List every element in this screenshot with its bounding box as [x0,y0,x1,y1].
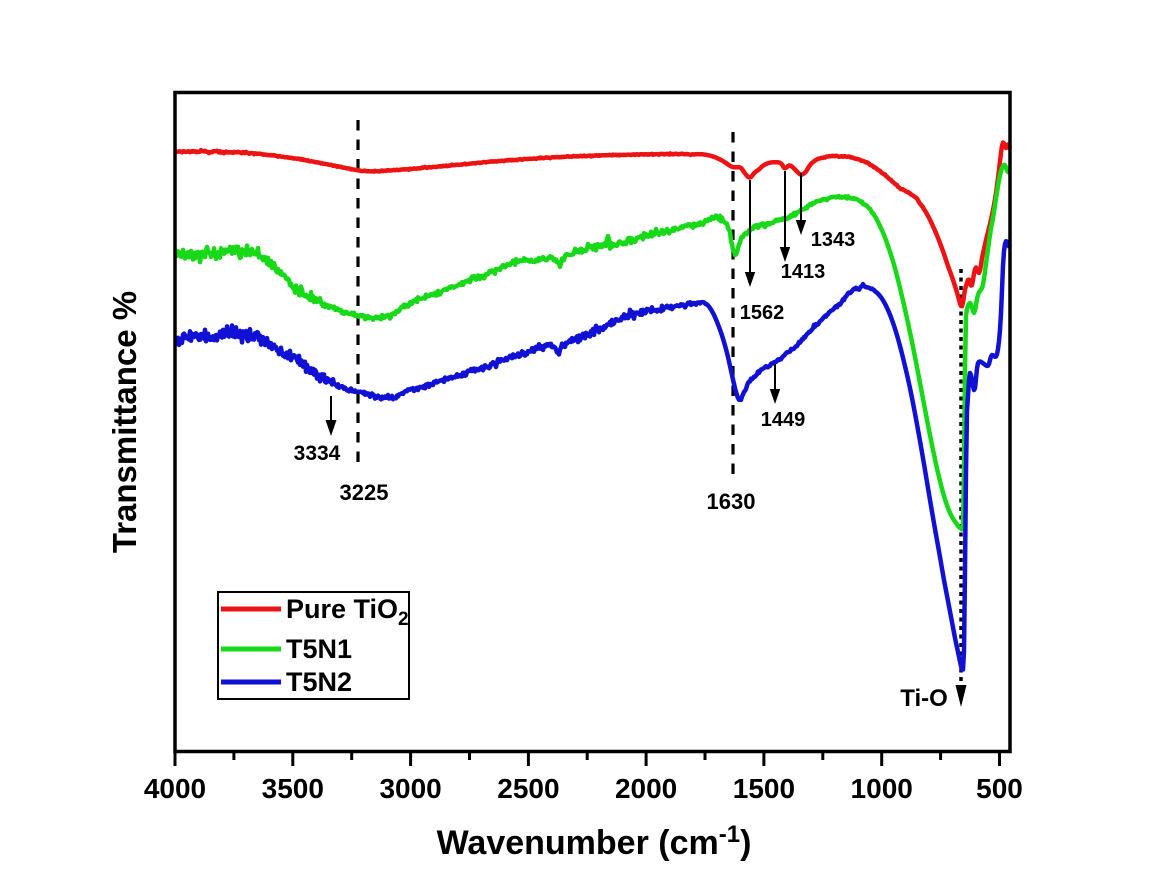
svg-text:1562: 1562 [740,302,785,324]
svg-text:T5N2: T5N2 [286,667,352,697]
svg-text:4000: 4000 [144,773,206,804]
svg-text:1343: 1343 [811,229,856,251]
svg-text:1630: 1630 [707,489,756,514]
svg-text:1000: 1000 [851,773,913,804]
svg-text:3225: 3225 [340,480,389,505]
svg-text:Ti-O: Ti-O [900,685,948,712]
svg-text:1500: 1500 [733,773,795,804]
svg-text:2000: 2000 [615,773,677,804]
svg-text:Transmittance %: Transmittance % [106,291,143,553]
svg-text:T5N1: T5N1 [286,634,352,664]
svg-text:Wavenumber (cm-1): Wavenumber (cm-1) [437,821,752,862]
svg-text:500: 500 [976,773,1023,804]
svg-text:3000: 3000 [379,773,441,804]
svg-text:1449: 1449 [761,409,806,431]
svg-text:2500: 2500 [497,773,559,804]
svg-text:3500: 3500 [262,773,324,804]
svg-text:3334: 3334 [294,442,341,465]
svg-text:1413: 1413 [781,261,826,283]
